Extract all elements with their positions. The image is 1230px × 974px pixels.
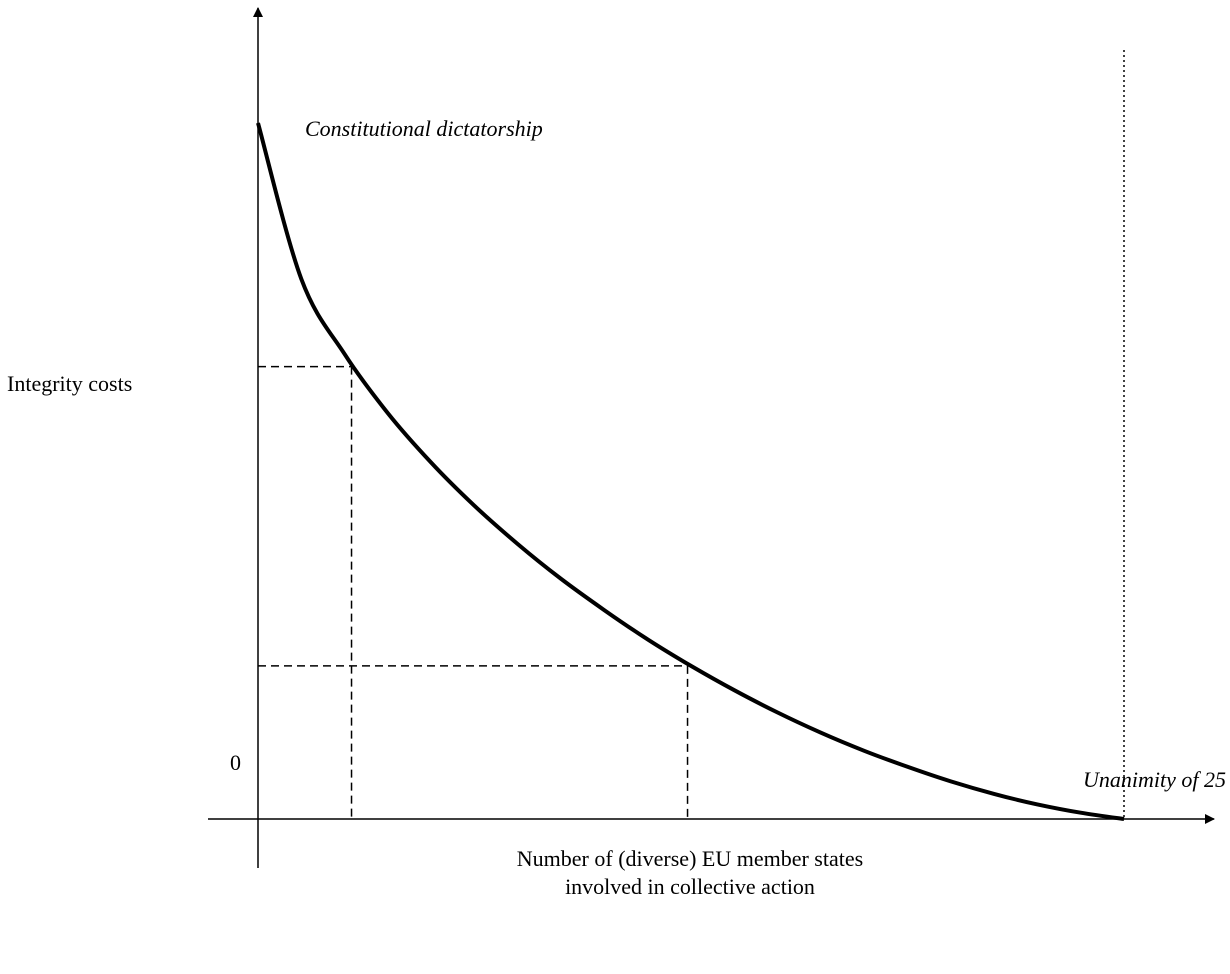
x-axis-label-line-2: involved in collective action [565,874,815,899]
integrity-cost-curve [256,122,1125,821]
x-axis-end-label: Unanimity of 25 [1083,767,1226,792]
x-axis-label-line-1: Number of (diverse) EU member states [517,846,863,871]
origin-label: 0 [230,750,241,775]
y-axis-label: Integrity costs [7,371,132,396]
curve-label: Constitutional dictatorship [305,116,543,141]
reference-dashed-lines [258,365,689,819]
